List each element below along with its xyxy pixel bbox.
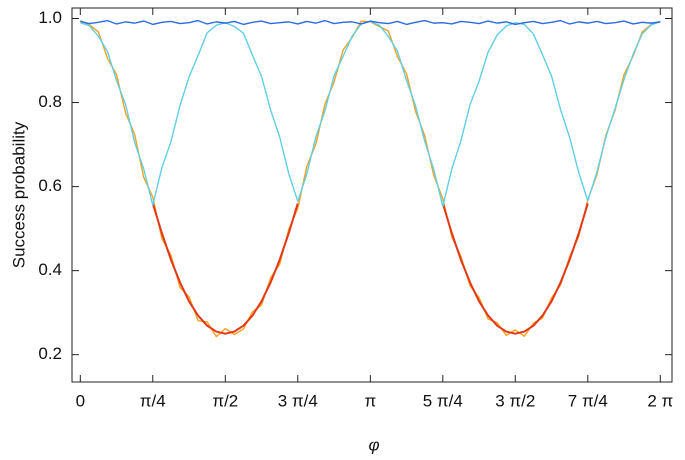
y-tick-label: 0.2 [38, 344, 62, 363]
x-tick-label: π/2 [212, 391, 238, 410]
y-tick-label: 1.0 [38, 8, 62, 27]
x-tick-label: π/4 [140, 391, 166, 410]
y-tick-label: 0.6 [38, 176, 62, 195]
x-axis-label: φ [368, 435, 379, 454]
x-tick-label: 5 π/4 [423, 391, 463, 410]
x-tick-label: 3 π/2 [495, 391, 535, 410]
x-tick-label: 2 π [647, 391, 673, 410]
x-tick-label: π [364, 391, 376, 410]
series-line [80, 19, 661, 338]
series-line [80, 20, 661, 208]
series-line [80, 19, 661, 26]
plot-frame [71, 7, 673, 383]
y-tick-label: 0.8 [38, 92, 62, 111]
y-axis-label: Success probability [9, 121, 28, 268]
x-tick-label: 7 π/4 [568, 391, 608, 410]
series-line [151, 203, 589, 335]
x-tick-label: 3 π/4 [278, 391, 318, 410]
y-tick-label: 0.4 [38, 260, 62, 279]
x-tick-label: 0 [76, 391, 85, 410]
